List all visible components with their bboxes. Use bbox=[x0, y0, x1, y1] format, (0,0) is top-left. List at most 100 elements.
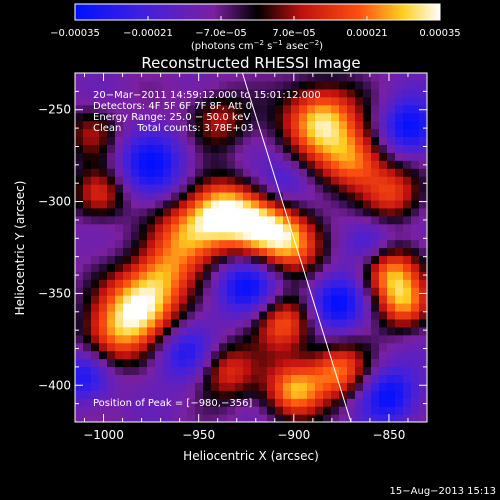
heatmap-cell bbox=[211, 199, 220, 209]
heatmap-cell bbox=[227, 120, 236, 130]
heatmap-cell bbox=[219, 255, 228, 264]
heatmap-cell bbox=[91, 223, 100, 233]
heatmap-cell bbox=[163, 342, 172, 352]
heatmap-cell bbox=[123, 88, 132, 98]
heatmap-cell bbox=[171, 112, 180, 122]
heatmap-cell bbox=[75, 303, 84, 312]
heatmap-cell bbox=[139, 287, 148, 296]
heatmap-cell bbox=[275, 382, 284, 391]
heatmap-cell bbox=[211, 239, 220, 249]
heatmap-cell bbox=[179, 414, 188, 422]
heatmap-cell bbox=[355, 88, 364, 98]
heatmap-cell bbox=[307, 88, 316, 98]
heatmap-cell bbox=[171, 104, 180, 114]
heatmap-cell bbox=[419, 239, 427, 249]
heatmap-cell bbox=[331, 382, 340, 391]
heatmap-cell bbox=[243, 184, 252, 193]
heatmap-cell bbox=[419, 310, 427, 320]
heatmap-cell bbox=[211, 350, 220, 360]
heatmap-cell bbox=[203, 96, 212, 106]
heatmap-cell bbox=[251, 318, 260, 328]
heatmap-cell bbox=[147, 334, 156, 344]
heatmap-cell bbox=[147, 366, 156, 376]
heatmap-cell bbox=[251, 366, 260, 376]
heatmap-cell bbox=[211, 390, 220, 399]
heatmap-cell bbox=[83, 318, 92, 328]
heatmap-cell bbox=[395, 160, 404, 169]
heatmap-cell bbox=[283, 255, 292, 264]
heatmap-cell bbox=[187, 287, 196, 296]
heatmap-cell bbox=[291, 231, 300, 241]
heatmap-cell bbox=[163, 295, 172, 304]
heatmap-cell bbox=[275, 176, 284, 185]
heatmap-cell bbox=[395, 279, 404, 288]
heatmap-cell bbox=[219, 382, 228, 391]
heatmap-cell bbox=[299, 152, 308, 161]
heatmap-cell bbox=[355, 271, 364, 280]
heatmap-cell bbox=[147, 350, 156, 360]
heatmap-cell bbox=[395, 104, 404, 114]
heatmap-cell bbox=[211, 310, 220, 320]
heatmap-cell bbox=[243, 398, 252, 407]
heatmap-cell bbox=[291, 104, 300, 114]
heatmap-cell bbox=[107, 318, 116, 328]
heatmap-cell bbox=[75, 120, 84, 130]
heatmap-cell bbox=[363, 382, 372, 391]
heatmap-cell bbox=[267, 128, 276, 138]
heatmap-cell bbox=[419, 144, 427, 153]
heatmap-cell bbox=[195, 223, 204, 233]
heatmap-cell bbox=[211, 136, 220, 145]
heatmap-cell bbox=[291, 279, 300, 288]
heatmap-cell bbox=[155, 199, 164, 209]
heatmap-cell bbox=[283, 96, 292, 106]
heatmap-cell bbox=[131, 80, 140, 90]
heatmap-cell bbox=[203, 350, 212, 360]
heatmap-cell bbox=[267, 295, 276, 304]
heatmap-cell bbox=[91, 136, 100, 145]
heatmap-cell bbox=[75, 80, 84, 90]
heatmap-cell bbox=[259, 168, 268, 177]
heatmap-cell bbox=[347, 406, 356, 415]
heatmap-cell bbox=[147, 279, 156, 288]
heatmap-cell bbox=[403, 199, 412, 209]
heatmap-cell bbox=[83, 207, 92, 217]
heatmap-cell bbox=[347, 366, 356, 376]
heatmap-cell bbox=[99, 112, 108, 122]
heatmap-cell bbox=[395, 334, 404, 344]
heatmap-cell bbox=[243, 215, 252, 225]
heatmap-cell bbox=[299, 223, 308, 233]
heatmap-cell bbox=[115, 152, 124, 161]
heatmap-cell bbox=[395, 326, 404, 336]
heatmap-cell bbox=[243, 255, 252, 264]
heatmap-cell bbox=[315, 295, 324, 304]
heatmap-cell bbox=[155, 176, 164, 185]
heatmap-cell bbox=[411, 215, 420, 225]
heatmap-cell bbox=[115, 215, 124, 225]
heatmap-cell bbox=[203, 358, 212, 368]
heatmap-cell bbox=[403, 382, 412, 391]
heatmap-cell bbox=[331, 350, 340, 360]
heatmap-cell bbox=[323, 279, 332, 288]
heatmap-cell bbox=[275, 80, 284, 90]
heatmap-cell bbox=[395, 112, 404, 122]
heatmap-cell bbox=[315, 350, 324, 360]
heatmap-cell bbox=[403, 398, 412, 407]
heatmap-cell bbox=[99, 215, 108, 225]
heatmap-cell bbox=[123, 184, 132, 193]
heatmap-cell bbox=[339, 414, 348, 422]
heatmap-cell bbox=[299, 191, 308, 201]
heatmap-cell bbox=[379, 366, 388, 376]
heatmap-cell bbox=[323, 255, 332, 264]
heatmap-cell bbox=[123, 247, 132, 257]
heatmap-cell bbox=[83, 358, 92, 368]
heatmap-cell bbox=[107, 279, 116, 288]
heatmap-cell bbox=[179, 247, 188, 257]
heatmap-cell bbox=[155, 128, 164, 138]
heatmap-cell bbox=[211, 223, 220, 233]
heatmap-cell bbox=[179, 168, 188, 177]
heatmap-cell bbox=[315, 342, 324, 352]
heatmap-cell bbox=[315, 303, 324, 312]
heatmap-cell bbox=[107, 191, 116, 201]
heatmap-cell bbox=[147, 80, 156, 90]
heatmap-cell bbox=[299, 279, 308, 288]
